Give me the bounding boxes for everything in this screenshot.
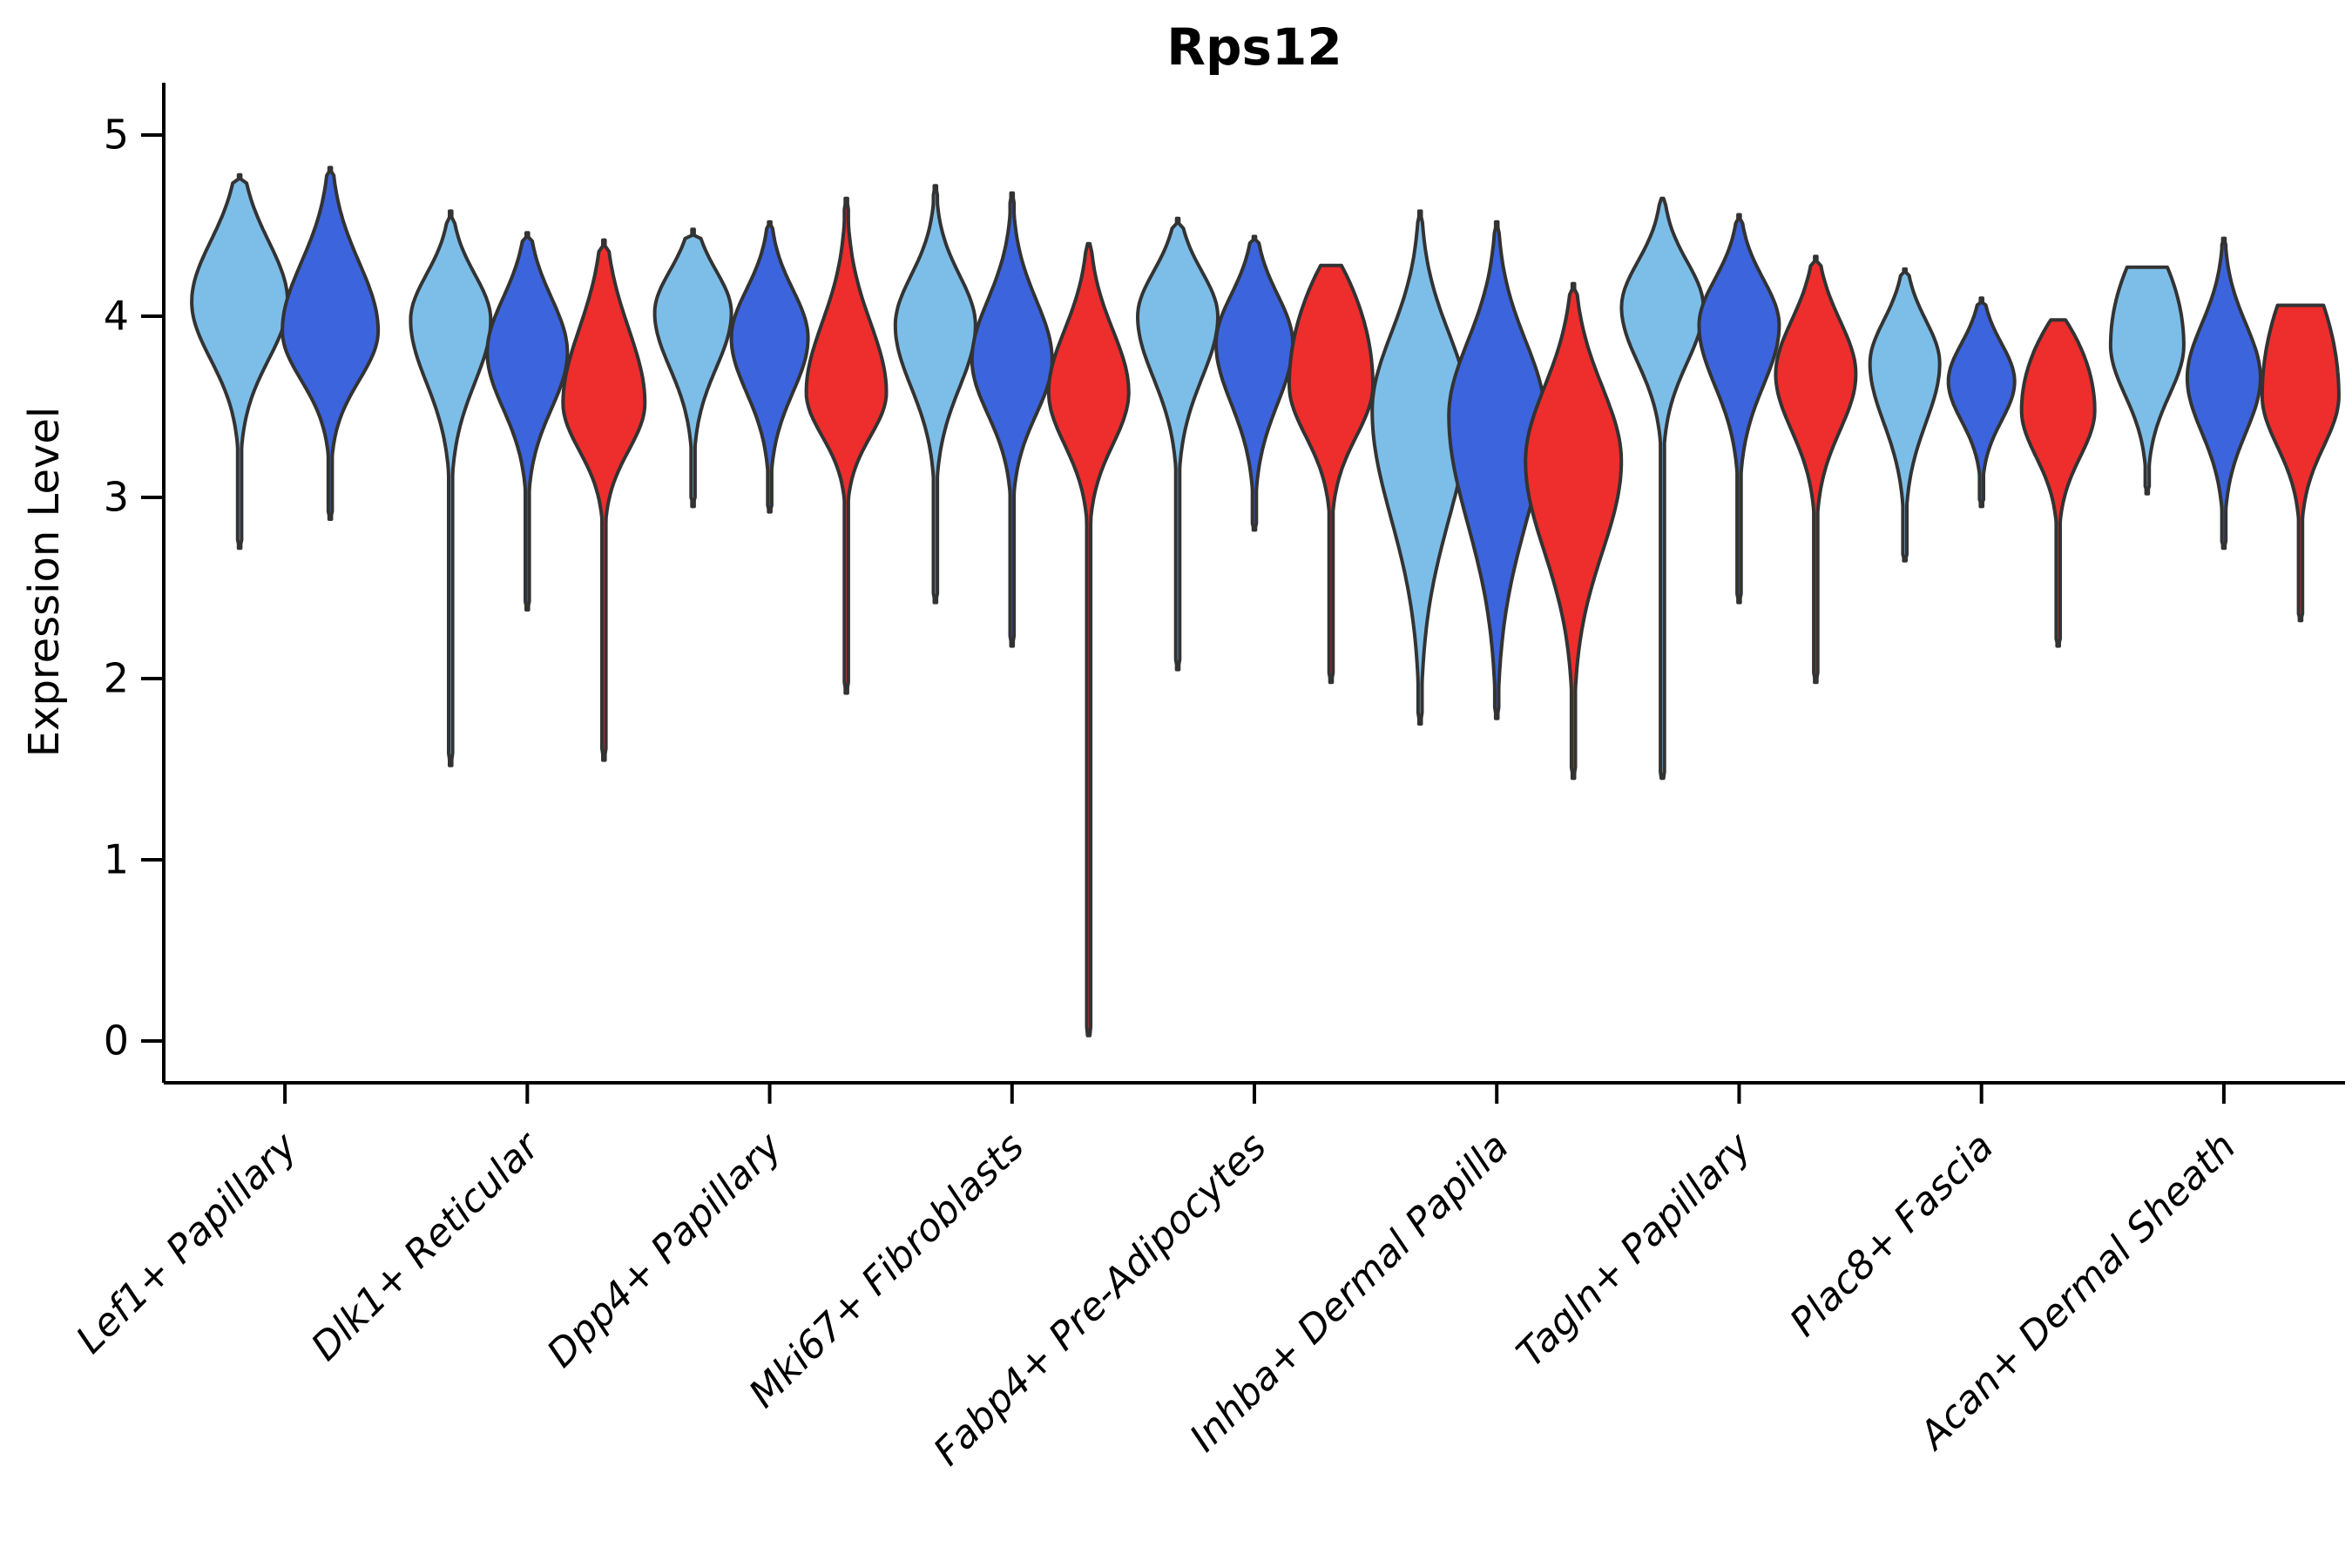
violin xyxy=(729,220,810,514)
violin xyxy=(970,191,1054,648)
x-tick-label: Tagln+ Papillary xyxy=(1509,1124,1761,1375)
x-tick-label: Mki67+ Fibroblasts xyxy=(740,1125,1032,1416)
violin xyxy=(1136,216,1220,672)
violin xyxy=(1214,234,1294,532)
violin xyxy=(1946,296,2017,509)
violin xyxy=(1046,241,1131,1037)
x-tick-label: Dpp4+ Papillary xyxy=(538,1124,791,1376)
violin xyxy=(485,231,570,612)
x-tick-label: Lef1+ Papillary xyxy=(68,1124,307,1362)
y-tick-label: 5 xyxy=(104,112,129,159)
violin xyxy=(561,238,647,762)
violin xyxy=(893,184,977,605)
violin xyxy=(2260,303,2341,623)
violin xyxy=(2185,236,2262,551)
y-tick-label: 2 xyxy=(104,655,129,702)
x-tick-label: Plac8+ Fascia xyxy=(1781,1125,2002,1345)
violin xyxy=(1774,254,1858,685)
y-tick-label: 3 xyxy=(104,474,129,521)
violin xyxy=(1697,213,1781,605)
violin xyxy=(804,196,889,695)
violin xyxy=(280,166,381,521)
violin xyxy=(2019,318,2097,648)
violin xyxy=(652,227,733,509)
y-tick-label: 1 xyxy=(104,836,129,883)
violin xyxy=(1868,267,1942,563)
violin xyxy=(409,209,493,767)
x-tick-label: Dlk1+ Reticular xyxy=(303,1123,550,1369)
y-tick-label: 4 xyxy=(104,293,129,340)
y-tick-label: 0 xyxy=(104,1017,129,1064)
chart-title: Rps12 xyxy=(1166,17,1342,77)
violin xyxy=(190,172,290,551)
violin xyxy=(1524,281,1624,781)
violin xyxy=(1288,263,1375,685)
violin xyxy=(1619,196,1706,781)
violin xyxy=(2108,265,2186,496)
